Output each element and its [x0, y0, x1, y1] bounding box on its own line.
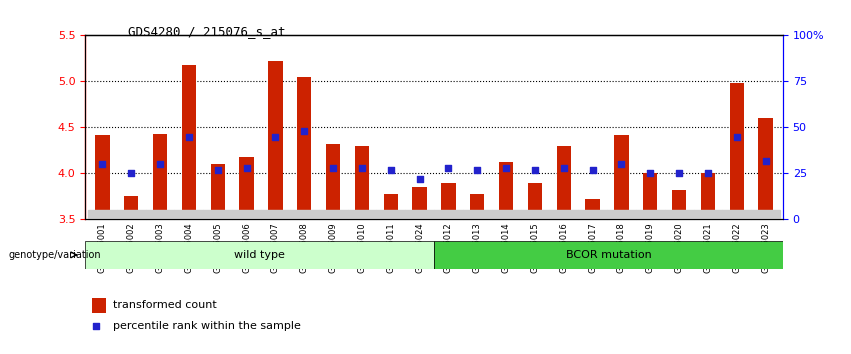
- Bar: [174, 210, 203, 219]
- Bar: [95, 135, 110, 219]
- Text: genotype/variation: genotype/variation: [9, 250, 101, 260]
- Bar: [117, 210, 146, 219]
- Bar: [355, 146, 369, 219]
- Point: [523, 216, 536, 221]
- Point: [672, 171, 686, 176]
- Bar: [268, 61, 283, 219]
- Bar: [92, 298, 106, 313]
- Bar: [347, 210, 376, 219]
- Bar: [413, 187, 427, 219]
- Bar: [521, 210, 550, 219]
- Bar: [643, 173, 658, 219]
- Point: [124, 171, 138, 176]
- Point: [384, 167, 397, 173]
- Point: [471, 167, 484, 173]
- Bar: [614, 135, 629, 219]
- Point: [701, 171, 715, 176]
- FancyBboxPatch shape: [434, 241, 783, 269]
- Point: [95, 161, 109, 167]
- Point: [298, 128, 311, 134]
- Bar: [636, 210, 665, 219]
- Point: [269, 134, 283, 139]
- Bar: [405, 210, 434, 219]
- Point: [153, 161, 167, 167]
- Text: GDS4280 / 215076_s_at: GDS4280 / 215076_s_at: [128, 25, 285, 38]
- Point: [211, 167, 225, 173]
- Bar: [470, 194, 484, 219]
- Bar: [607, 210, 636, 219]
- Bar: [700, 173, 715, 219]
- Text: BCOR mutation: BCOR mutation: [566, 250, 651, 260]
- Bar: [550, 210, 578, 219]
- Bar: [672, 190, 686, 219]
- Bar: [557, 146, 571, 219]
- Point: [557, 165, 570, 171]
- Bar: [153, 134, 168, 219]
- Bar: [182, 65, 196, 219]
- Text: wild type: wild type: [234, 250, 285, 260]
- Bar: [232, 210, 261, 219]
- Bar: [751, 210, 780, 219]
- Text: percentile rank within the sample: percentile rank within the sample: [113, 321, 301, 331]
- Bar: [578, 210, 607, 219]
- Point: [614, 161, 628, 167]
- Bar: [758, 118, 773, 219]
- Bar: [665, 210, 694, 219]
- Bar: [492, 210, 521, 219]
- Point: [240, 165, 254, 171]
- Bar: [729, 83, 744, 219]
- Point: [759, 158, 773, 164]
- Point: [326, 165, 340, 171]
- Point: [355, 165, 368, 171]
- Bar: [463, 210, 492, 219]
- Bar: [434, 210, 463, 219]
- Point: [182, 134, 196, 139]
- Bar: [326, 144, 340, 219]
- Bar: [722, 210, 751, 219]
- Bar: [441, 183, 455, 219]
- Bar: [585, 199, 600, 219]
- Bar: [694, 210, 722, 219]
- Point: [500, 165, 513, 171]
- Bar: [88, 210, 117, 219]
- Bar: [124, 196, 139, 219]
- Bar: [376, 210, 405, 219]
- Point: [413, 176, 426, 182]
- Bar: [528, 183, 542, 219]
- Point: [643, 171, 657, 176]
- Bar: [297, 77, 311, 219]
- Text: transformed count: transformed count: [113, 300, 217, 310]
- Bar: [261, 210, 290, 219]
- Bar: [499, 162, 513, 219]
- Bar: [318, 210, 347, 219]
- Bar: [290, 210, 318, 219]
- Bar: [384, 194, 398, 219]
- Point: [442, 165, 455, 171]
- FancyBboxPatch shape: [85, 241, 434, 269]
- Bar: [146, 210, 174, 219]
- Point: [528, 167, 542, 173]
- Point: [730, 134, 744, 139]
- Point: [585, 167, 599, 173]
- Bar: [210, 164, 225, 219]
- Bar: [203, 210, 232, 219]
- Bar: [239, 157, 254, 219]
